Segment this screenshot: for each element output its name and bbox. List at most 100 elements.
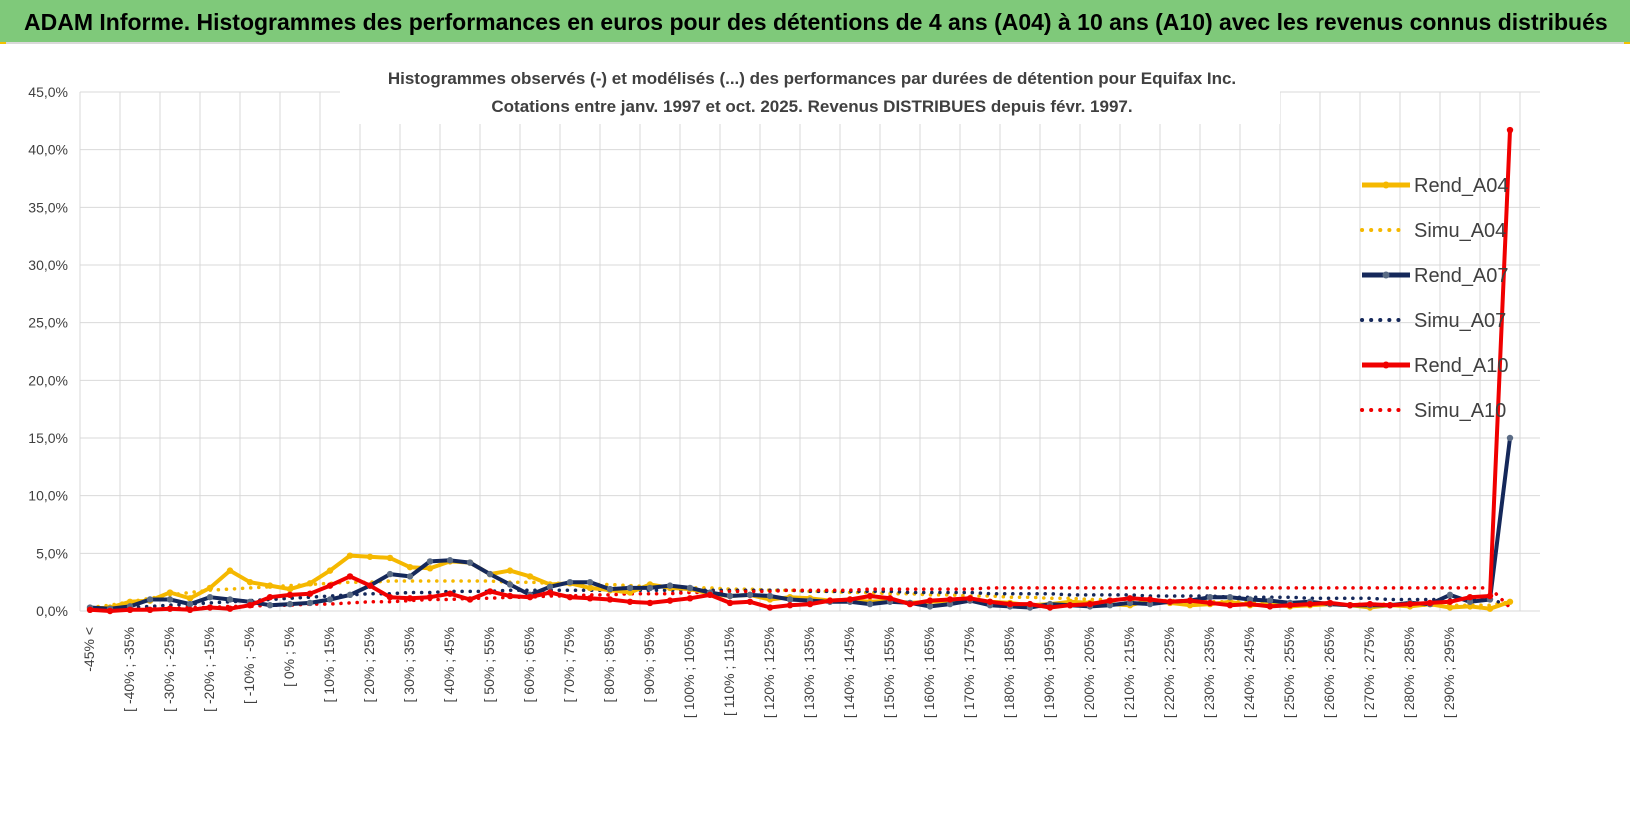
legend-label-Simu_A10: Simu_A10 [1414, 400, 1506, 422]
y-tick-label: 10,0% [28, 488, 68, 504]
data-point-Rend_A10 [1386, 602, 1394, 609]
y-tick-label: 45,0% [28, 84, 68, 100]
x-tick-label: [ -40% ; -35% [121, 627, 137, 712]
legend-marker-Rend_A04 [1382, 181, 1390, 189]
data-point-Rend_A10 [1066, 602, 1074, 609]
data-point-Rend_A10 [426, 593, 434, 601]
data-point-Rend_A04 [1486, 605, 1494, 612]
data-point-Rend_A04 [626, 589, 634, 596]
x-tick-label: [ 20% ; 25% [361, 627, 377, 703]
data-point-Rend_A10 [1246, 600, 1254, 608]
data-point-Rend_A04 [426, 565, 434, 572]
series-line-Simu_A04 [88, 579, 1512, 610]
data-point-Rend_A07 [766, 592, 774, 600]
data-point-Rend_A10 [466, 596, 474, 603]
x-tick-label: [ 170% ; 175% [961, 627, 977, 718]
data-point-Rend_A10 [586, 595, 594, 602]
data-point-Rend_A10 [1166, 598, 1174, 605]
x-tick-label: [ 260% ; 265% [1321, 627, 1337, 718]
grid-layer [79, 91, 1540, 612]
data-point-Rend_A10 [746, 598, 754, 605]
series-layer [86, 126, 1514, 615]
data-point-Rend_A10 [1286, 602, 1294, 609]
data-point-Rend_A10 [646, 599, 654, 607]
data-point-Rend_A10 [1126, 595, 1134, 602]
data-point-Rend_A07 [686, 584, 694, 592]
data-point-Rend_A04 [226, 567, 234, 574]
data-point-Rend_A04 [186, 595, 194, 602]
data-point-Rend_A10 [866, 592, 874, 600]
x-tick-label: [ 60% ; 65% [521, 627, 537, 703]
x-tick-label: [ 220% ; 225% [1161, 627, 1177, 718]
data-point-Rend_A10 [1086, 600, 1094, 608]
data-point-Rend_A04 [586, 584, 594, 592]
data-point-Rend_A10 [1046, 604, 1054, 611]
data-point-Rend_A04 [206, 584, 214, 592]
data-point-Rend_A10 [1506, 126, 1514, 134]
data-point-Rend_A10 [966, 595, 974, 602]
data-point-Rend_A07 [786, 596, 794, 603]
data-point-Rend_A10 [306, 590, 314, 597]
data-point-Rend_A07 [266, 602, 274, 609]
legend-label-Rend_A10: Rend_A10 [1414, 355, 1509, 377]
data-point-Rend_A10 [106, 607, 114, 615]
series-line-Rend_A10 [89, 130, 1512, 613]
data-point-Rend_A10 [806, 600, 814, 608]
data-point-Rend_A10 [286, 591, 294, 599]
data-point-Rend_A10 [726, 599, 734, 607]
data-point-Rend_A04 [366, 553, 374, 560]
data-point-Rend_A04 [386, 554, 394, 562]
data-point-Rend_A07 [426, 558, 434, 565]
data-point-Rend_A07 [466, 559, 474, 566]
data-point-Rend_A10 [126, 606, 134, 614]
report-header: ADAM Informe. Histogrammes des performan… [0, 0, 1630, 44]
x-tick-label: [ 0% ; 5% [281, 627, 297, 687]
x-tick-label: [ 140% ; 145% [841, 627, 857, 718]
data-point-Rend_A10 [1326, 599, 1334, 607]
legend-marker-Rend_A10 [1382, 361, 1390, 369]
data-point-Rend_A07 [1266, 597, 1274, 604]
data-point-Rend_A10 [886, 595, 894, 602]
x-tick-label: [ 290% ; 295% [1441, 627, 1457, 718]
data-point-Rend_A07 [386, 570, 394, 578]
data-point-Rend_A10 [1186, 597, 1194, 604]
x-tick-label: [ -20% ; -15% [201, 627, 217, 712]
x-tick-label: [ -10% ; -5% [241, 627, 257, 704]
data-point-Rend_A10 [1026, 600, 1034, 608]
legend-marker-Rend_A07 [1382, 271, 1390, 279]
y-tick-label: 30,0% [28, 257, 68, 273]
data-point-Rend_A10 [386, 593, 394, 601]
axis-layer: 0,0% 5,0% 10,0% 15,0% 20,0% 25,0% 30,0% 35,0% 40… [28, 84, 1457, 718]
data-point-Rend_A07 [1506, 434, 1514, 442]
data-point-Rend_A10 [686, 595, 694, 602]
data-point-Rend_A04 [246, 578, 254, 586]
data-point-Rend_A10 [926, 597, 934, 604]
data-point-Rend_A10 [1406, 600, 1414, 608]
chart-subtitle: Cotations entre janv. 1997 et oct. 2025.… [491, 97, 1132, 116]
y-tick-label: 20,0% [28, 372, 68, 388]
data-point-Rend_A10 [326, 582, 334, 589]
data-point-Rend_A04 [1506, 598, 1514, 605]
data-point-Rend_A10 [1426, 599, 1434, 607]
data-point-Rend_A10 [766, 604, 774, 611]
series-line-Simu_A10 [88, 586, 1512, 612]
data-point-Rend_A10 [1306, 600, 1314, 608]
data-point-Rend_A04 [166, 589, 174, 596]
data-point-Rend_A07 [1226, 593, 1234, 601]
data-point-Rend_A07 [1206, 593, 1214, 601]
x-tick-label: [ 190% ; 195% [1041, 627, 1057, 718]
x-tick-label: [ -30% ; -25% [161, 627, 177, 712]
x-tick-label: [ 150% ; 155% [881, 627, 897, 718]
y-tick-label: 25,0% [28, 315, 68, 331]
histogram-chart: Histogrammes observés (-) et modélisés (… [0, 44, 1630, 815]
data-point-Rend_A10 [366, 582, 374, 589]
series-line-Rend_A07 [89, 437, 1512, 611]
data-point-Rend_A10 [986, 598, 994, 605]
data-point-Rend_A07 [586, 578, 594, 586]
y-tick-label: 15,0% [28, 430, 68, 446]
data-point-Rend_A04 [1466, 603, 1474, 610]
data-point-Rend_A07 [946, 600, 954, 608]
x-tick-label: [ 160% ; 165% [921, 627, 937, 718]
data-point-Rend_A07 [1146, 600, 1154, 608]
data-point-Rend_A07 [1446, 591, 1454, 599]
